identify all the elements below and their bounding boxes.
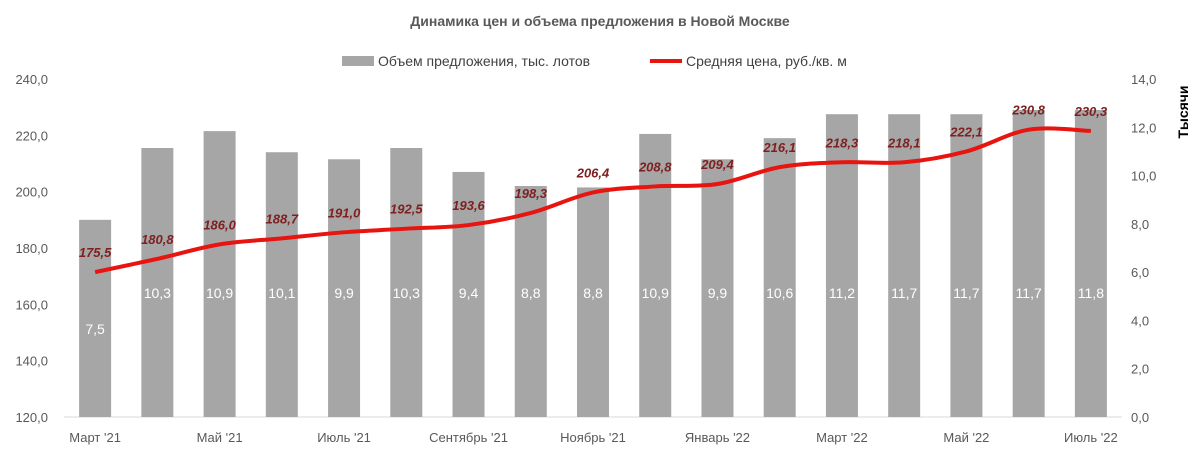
price-data-label: 193,6 — [452, 198, 485, 213]
bar — [825, 114, 858, 417]
price-data-label: 208,8 — [638, 159, 672, 174]
bar-data-label: 10,9 — [642, 285, 669, 301]
y-left-tick-label: 140,0 — [15, 354, 48, 369]
x-tick-label: Июль '22 — [1064, 430, 1118, 445]
price-data-label: 209,4 — [700, 157, 734, 172]
bars-group — [79, 109, 1107, 418]
y-right-tick-label: 0,0 — [1131, 410, 1149, 425]
bar — [577, 187, 609, 417]
price-data-label: 186,0 — [203, 217, 236, 232]
x-tick-label: Март '21 — [69, 430, 121, 445]
bar — [763, 138, 796, 417]
bar-data-label: 10,3 — [393, 285, 420, 301]
y-left-tick-label: 160,0 — [15, 297, 48, 312]
x-tick-label: Январь '22 — [685, 430, 750, 445]
y-left-tick-label: 200,0 — [15, 185, 48, 200]
y-right-title: Тысячи — [1175, 85, 1191, 138]
price-data-label: 218,3 — [825, 135, 859, 150]
bar — [79, 219, 112, 417]
x-axis: Март '21 Май '21 Июль '21 Сентябрь '21 Ноябр… — [69, 430, 1117, 445]
bar-data-label: 10,9 — [206, 285, 233, 301]
bar — [514, 186, 547, 417]
bar — [1012, 109, 1045, 417]
bar-data-label: 8,8 — [583, 285, 603, 301]
price-data-label: 188,7 — [266, 211, 299, 226]
price-data-label: 216,1 — [762, 140, 796, 155]
price-data-label: 175,5 — [79, 245, 112, 260]
bar-data-label: 11,7 — [1016, 285, 1042, 301]
bar-data-label: 11,2 — [829, 285, 855, 301]
bar — [1074, 109, 1107, 417]
y-right-tick-label: 14,0 — [1131, 72, 1156, 87]
x-tick-label: Июль '21 — [317, 430, 371, 445]
legend-line-label: Средняя цена, руб./кв. м — [686, 53, 847, 69]
y-left-tick-label: 180,0 — [15, 241, 48, 256]
x-tick-label: Май '21 — [197, 430, 243, 445]
price-data-label: 222,1 — [949, 124, 983, 139]
bar — [639, 133, 672, 418]
bar-data-label: 8,8 — [521, 285, 541, 301]
bar — [328, 159, 361, 417]
y-left-axis: 120,0 140,0 160,0 180,0 200,0 220,0 240,0 — [15, 72, 48, 425]
bar — [950, 114, 983, 417]
y-right-axis: 0,0 2,0 4,0 6,0 8,0 10,0 12,0 14,0 — [1131, 72, 1156, 425]
price-data-label: 192,5 — [390, 202, 423, 217]
y-left-tick-label: 220,0 — [15, 128, 48, 143]
legend: Объем предложения, тыс. лотов Средняя це… — [342, 53, 847, 69]
price-line-group — [94, 126, 1091, 275]
x-tick-label: Сентябрь '21 — [429, 430, 508, 445]
y-left-tick-label: 120,0 — [15, 410, 48, 425]
bar-data-label: 9,9 — [334, 285, 354, 301]
price-data-label: 206,4 — [576, 165, 610, 180]
chart-title: Динамика цен и объема предложения в Ново… — [410, 13, 790, 29]
y-right-tick-label: 8,0 — [1131, 217, 1149, 232]
bar — [203, 131, 236, 417]
x-tick-label: Ноябрь '21 — [560, 430, 626, 445]
price-series-line — [94, 126, 1091, 275]
bar-data-label: 10,6 — [766, 285, 793, 301]
bar — [141, 148, 174, 417]
bar-data-label: 11,7 — [953, 285, 979, 301]
bar-data-label: 9,4 — [459, 285, 479, 301]
price-data-label: 191,0 — [328, 205, 361, 220]
bar-data-label: 11,8 — [1078, 285, 1104, 301]
price-data-label: 230,3 — [1074, 104, 1108, 119]
x-tick-label: Март '22 — [816, 430, 868, 445]
bar-data-label: 11,7 — [891, 285, 917, 301]
price-data-label: 230,8 — [1011, 103, 1045, 118]
y-right-tick-label: 2,0 — [1131, 362, 1149, 377]
bar — [265, 152, 298, 417]
bar-data-label: 10,3 — [144, 285, 171, 301]
bar — [701, 159, 734, 417]
y-right-tick-label: 6,0 — [1131, 265, 1149, 280]
bar — [452, 171, 485, 417]
bar-data-label: 9,9 — [708, 285, 728, 301]
price-labels-group: 175,5 180,8 186,0 188,7 191,0 192,5 193,6 198,3… — [79, 103, 1108, 260]
y-right-tick-label: 12,0 — [1131, 120, 1156, 135]
price-data-label: 180,8 — [141, 232, 174, 247]
legend-bar-label: Объем предложения, тыс. лотов — [378, 53, 590, 69]
x-tick-label: Май '22 — [943, 430, 989, 445]
y-left-tick-label: 240,0 — [15, 72, 48, 87]
bar-data-label: 10,1 — [268, 285, 295, 301]
bar-data-label: 7,5 — [85, 321, 105, 337]
bar-labels-group: 7,5 10,3 10,9 10,1 9,9 10,3 9,4 8,8 8,8 10,9 9,9 10… — [85, 285, 1104, 337]
bar — [390, 148, 423, 417]
y-right-tick-label: 4,0 — [1131, 313, 1149, 328]
legend-bar-swatch — [342, 56, 374, 66]
y-right-tick-label: 10,0 — [1131, 169, 1156, 184]
price-data-label: 198,3 — [514, 186, 547, 201]
price-data-label: 218,1 — [887, 135, 921, 150]
